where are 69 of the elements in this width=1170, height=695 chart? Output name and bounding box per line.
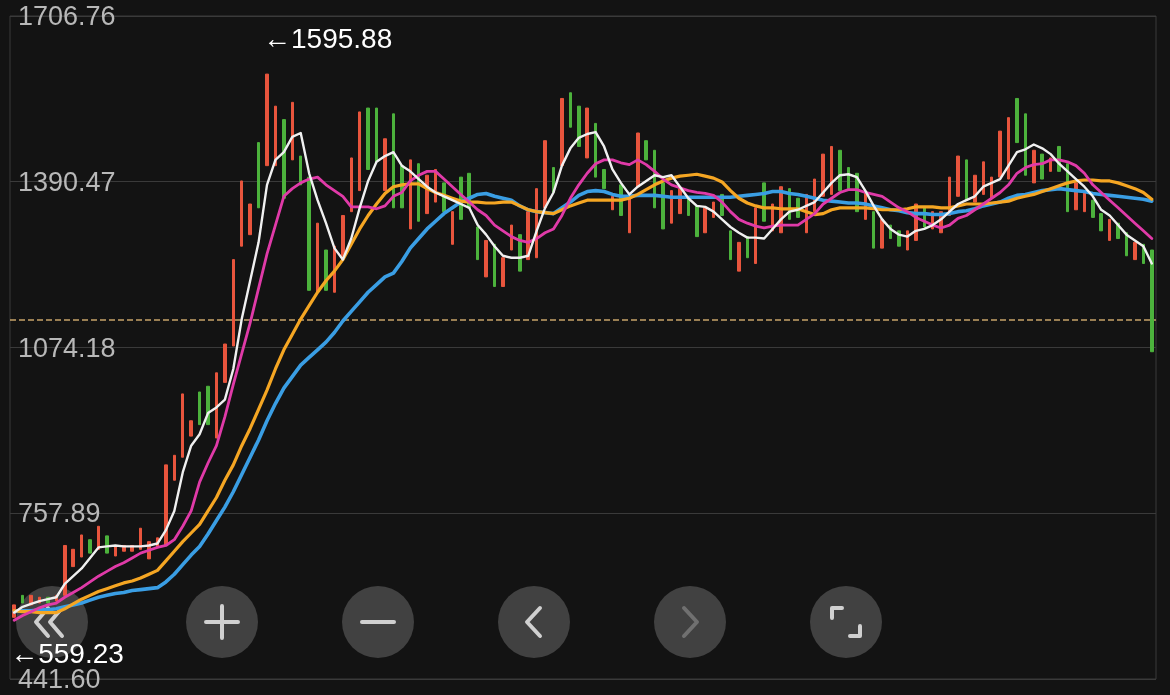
- candlestick: [358, 111, 361, 192]
- candlestick: [350, 157, 353, 213]
- candlestick: [223, 343, 227, 383]
- candlestick: [257, 142, 260, 209]
- y-tick-label: 1390.47: [18, 166, 116, 197]
- candlestick: [602, 168, 606, 190]
- candlestick: [291, 101, 294, 161]
- candlestick: [577, 105, 581, 147]
- candlestick: [1099, 213, 1103, 232]
- candlestick: [21, 594, 24, 604]
- candlestick: [493, 243, 496, 287]
- candlestick: [383, 138, 387, 192]
- candlestick: [375, 107, 378, 163]
- candlestick: [215, 372, 218, 439]
- candlestick: [451, 211, 454, 245]
- candlestick: [1091, 199, 1095, 218]
- candlestick: [585, 107, 589, 159]
- candlestick: [366, 107, 370, 170]
- candlestick: [982, 161, 985, 195]
- annotation: ←1595.88: [263, 22, 393, 54]
- candlestick: [232, 259, 235, 347]
- candlestick: [1007, 117, 1010, 180]
- candlestick: [628, 197, 631, 234]
- candlestick: [1108, 218, 1111, 241]
- candlestick: [880, 218, 884, 249]
- candlestick: [248, 203, 252, 236]
- candlestick: [80, 534, 83, 558]
- candlestick: [173, 454, 176, 481]
- candlestick: [307, 176, 311, 291]
- candlestick: [1024, 113, 1027, 176]
- candlestick: [501, 257, 505, 287]
- candlestick: [71, 548, 75, 568]
- candlestick: [872, 211, 875, 249]
- candlestick: [476, 226, 479, 261]
- candlestick: [265, 73, 269, 167]
- candlestick: [838, 149, 842, 192]
- candlestick: [1015, 97, 1019, 144]
- candlestick: [965, 159, 968, 201]
- candlestick: [569, 92, 572, 128]
- candlestick: [644, 140, 648, 161]
- candlestick: [181, 393, 184, 458]
- candlestick: [956, 155, 960, 197]
- y-tick-label: 1706.76: [18, 1, 116, 31]
- candlestick: [189, 420, 193, 437]
- candlestick: [821, 153, 825, 197]
- candlestick: [1083, 191, 1086, 213]
- y-tick-label: 757.89: [18, 498, 101, 529]
- candlestick: [754, 207, 757, 264]
- candlestick: [703, 207, 707, 234]
- candlestick: [88, 539, 92, 554]
- candlestick: [830, 145, 833, 195]
- candlestick: [998, 130, 1002, 178]
- candlestick: [240, 180, 243, 247]
- candlestick: [316, 222, 319, 293]
- candlestick: [484, 239, 488, 278]
- candlestick: [341, 214, 345, 259]
- candlestick: [729, 230, 732, 261]
- candlestick: [737, 241, 741, 272]
- y-tick-label: 1074.18: [18, 332, 116, 363]
- candlestick: [1150, 249, 1154, 353]
- candlestick: [63, 544, 67, 596]
- candlestick: [1032, 149, 1036, 184]
- candlestick: [198, 391, 201, 426]
- candlestick: [1133, 241, 1137, 261]
- candlestick: [695, 205, 699, 238]
- candlestick: [274, 105, 277, 167]
- candlestick: [543, 140, 547, 209]
- candlestick: [661, 182, 665, 230]
- candlestick: [560, 97, 564, 167]
